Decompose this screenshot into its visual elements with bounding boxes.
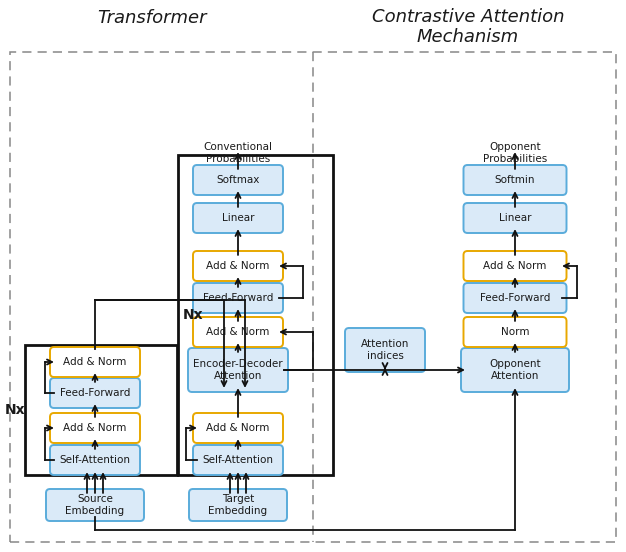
FancyBboxPatch shape: [463, 251, 567, 281]
FancyBboxPatch shape: [463, 203, 567, 233]
Text: Add & Norm: Add & Norm: [63, 423, 126, 433]
FancyBboxPatch shape: [345, 328, 425, 372]
Text: Linear: Linear: [499, 213, 531, 223]
FancyBboxPatch shape: [50, 445, 140, 475]
Text: Opponent
Attention: Opponent Attention: [489, 359, 541, 381]
Text: Self-Attention: Self-Attention: [202, 455, 274, 465]
Text: Target
Embedding: Target Embedding: [208, 494, 267, 516]
Text: Add & Norm: Add & Norm: [207, 327, 270, 337]
Text: Norm: Norm: [501, 327, 529, 337]
FancyBboxPatch shape: [463, 283, 567, 313]
FancyBboxPatch shape: [193, 283, 283, 313]
FancyBboxPatch shape: [193, 203, 283, 233]
Bar: [178, 155, 333, 475]
Text: Attention
indices: Attention indices: [361, 339, 409, 361]
Text: Add & Norm: Add & Norm: [207, 423, 270, 433]
FancyBboxPatch shape: [463, 317, 567, 347]
Text: Feed-Forward: Feed-Forward: [480, 293, 550, 303]
Text: Nx: Nx: [4, 403, 25, 417]
Text: Contrastive Attention
Mechanism: Contrastive Attention Mechanism: [372, 8, 564, 46]
Text: Transformer: Transformer: [97, 9, 207, 27]
FancyBboxPatch shape: [50, 413, 140, 443]
FancyBboxPatch shape: [193, 317, 283, 347]
Bar: [10, 52, 616, 542]
Text: Self-Attention: Self-Attention: [59, 455, 130, 465]
Text: Softmax: Softmax: [217, 175, 260, 185]
FancyBboxPatch shape: [193, 165, 283, 195]
FancyBboxPatch shape: [50, 347, 140, 377]
FancyBboxPatch shape: [463, 165, 567, 195]
Text: Add & Norm: Add & Norm: [483, 261, 546, 271]
FancyBboxPatch shape: [193, 251, 283, 281]
FancyBboxPatch shape: [189, 489, 287, 521]
FancyBboxPatch shape: [46, 489, 144, 521]
Text: Encoder-Decoder
Attention: Encoder-Decoder Attention: [193, 359, 283, 381]
Text: Add & Norm: Add & Norm: [207, 261, 270, 271]
Text: Softmin: Softmin: [495, 175, 535, 185]
Text: Source
Embedding: Source Embedding: [66, 494, 125, 516]
Text: Nx: Nx: [183, 308, 203, 322]
FancyBboxPatch shape: [50, 378, 140, 408]
Text: Linear: Linear: [222, 213, 254, 223]
FancyBboxPatch shape: [461, 348, 569, 392]
Bar: [25, 345, 177, 475]
Text: Opponent
Probabilities: Opponent Probabilities: [483, 142, 547, 164]
Text: Conventional
Probabilities: Conventional Probabilities: [203, 142, 272, 164]
Text: Feed-Forward: Feed-Forward: [60, 388, 130, 398]
Text: Feed-Forward: Feed-Forward: [203, 293, 273, 303]
FancyBboxPatch shape: [193, 445, 283, 475]
Text: Add & Norm: Add & Norm: [63, 357, 126, 367]
FancyBboxPatch shape: [193, 413, 283, 443]
FancyBboxPatch shape: [188, 348, 288, 392]
